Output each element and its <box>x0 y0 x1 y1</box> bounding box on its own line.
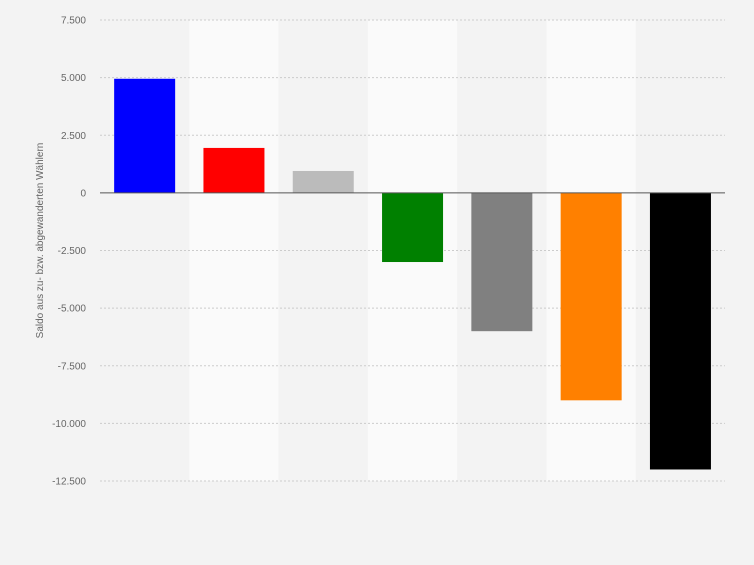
y-tick-label: -12.500 <box>52 477 86 488</box>
bar <box>560 192 622 401</box>
y-tick-label: -2.500 <box>58 246 87 257</box>
y-tick-label: -5.000 <box>58 304 87 315</box>
bar <box>203 147 265 193</box>
bar <box>114 78 176 193</box>
bar <box>382 192 444 263</box>
bar <box>649 192 711 470</box>
y-tick-label: 5.000 <box>61 73 86 84</box>
y-tick-label: 2.500 <box>61 131 86 142</box>
y-tick-label: 0 <box>80 188 86 199</box>
y-tick-label: -10.000 <box>52 419 86 430</box>
bars <box>114 78 711 470</box>
y-tick-label: 7.500 <box>61 16 86 27</box>
bar <box>471 192 533 332</box>
bar <box>292 170 354 193</box>
y-tick-label: -7.500 <box>58 361 87 372</box>
column-band <box>278 20 368 481</box>
y-axis-ticks: 7.500 5.000 2.500 0 -2.500 -5.000 -7.500 -10.00… <box>52 16 86 488</box>
y-axis-title: Saldo aus zu- bzw. abgewanderten Wählern <box>35 143 46 339</box>
